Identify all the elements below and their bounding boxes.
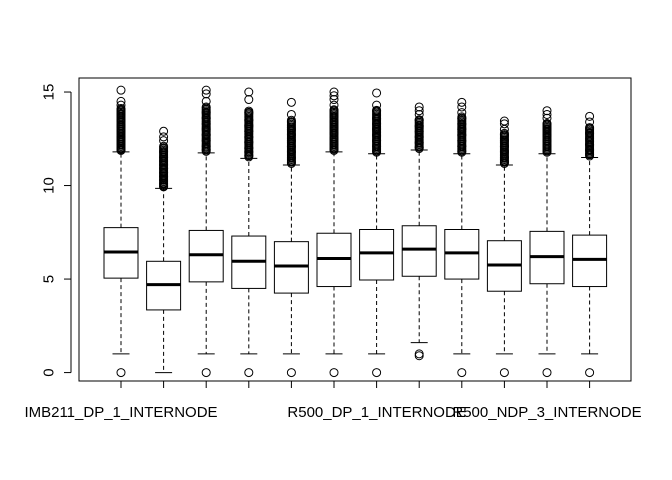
outlier-point	[329, 368, 339, 378]
outlier-point	[159, 126, 169, 136]
x-tick-label: R500_DP_1_INTERNODE	[287, 404, 465, 421]
outlier-point	[159, 132, 169, 142]
outlier-point	[329, 95, 339, 105]
box-8	[401, 102, 437, 361]
outlier-point	[542, 106, 552, 116]
box-5	[273, 97, 309, 378]
outlier-point	[414, 349, 424, 359]
outlier-point	[542, 118, 552, 128]
box-4	[231, 87, 267, 378]
outlier-point	[414, 351, 424, 361]
outlier-point	[457, 368, 467, 378]
boxes-layer	[103, 85, 608, 378]
outlier-point	[457, 102, 467, 112]
box-1	[103, 85, 139, 378]
box-10	[486, 116, 522, 378]
outlier-point	[372, 368, 382, 378]
outlier-point	[244, 368, 254, 378]
box-9	[444, 97, 480, 378]
outlier-point	[542, 368, 552, 378]
outlier-point	[499, 128, 509, 138]
box-3	[188, 85, 224, 378]
x-axis: IMB211_DP_1_INTERNODE R500_DP_1_INTERNODE…	[24, 380, 642, 421]
outlier-point	[244, 95, 254, 105]
outlier-point	[159, 143, 169, 153]
box-6	[316, 87, 352, 378]
outlier-point	[414, 106, 424, 116]
box-12	[572, 111, 608, 378]
outlier-point	[585, 124, 595, 133]
outlier-point	[116, 100, 126, 110]
outlier-point	[286, 115, 296, 125]
outlier-point	[286, 368, 296, 378]
outlier-point	[116, 368, 126, 378]
outlier-point	[201, 89, 211, 99]
outlier-point	[542, 109, 552, 119]
box-7	[359, 88, 395, 378]
box-11	[529, 106, 565, 378]
outlier-point	[372, 105, 382, 115]
outlier-point	[244, 106, 254, 116]
outlier-point	[457, 97, 467, 107]
x-tick-label: R500_NDP_3_INTERNODE	[452, 404, 641, 421]
box-2	[146, 126, 182, 374]
y-tick-label: 10	[41, 177, 58, 194]
outlier-point	[414, 115, 424, 125]
outlier-point	[329, 105, 339, 115]
outlier-point	[585, 368, 595, 378]
outlier-point	[116, 85, 126, 95]
y-tick-label: 5	[41, 275, 58, 283]
outlier-point	[329, 91, 339, 101]
y-tick-label: 15	[41, 84, 58, 101]
outlier-point	[414, 102, 424, 112]
outlier-point	[457, 112, 467, 122]
x-tick-label: IMB211_DP_1_INTERNODE	[24, 404, 217, 421]
outlier-point	[499, 116, 509, 126]
outlier-point	[201, 85, 211, 95]
outlier-point	[329, 100, 339, 110]
outlier-point	[499, 119, 509, 129]
box-iqr	[401, 225, 437, 277]
outlier-point	[329, 87, 339, 97]
y-tick-label: 0	[41, 368, 58, 376]
outlier-point	[201, 368, 211, 378]
outlier-point	[116, 103, 126, 113]
outlier-point	[201, 103, 211, 113]
outlier-point	[244, 87, 254, 97]
outlier-point	[499, 368, 509, 378]
outlier-point	[286, 97, 296, 107]
y-axis: 0 5 10 15	[41, 84, 72, 377]
outlier-point	[372, 88, 382, 98]
outlier-point	[585, 111, 595, 121]
box-iqr	[359, 229, 395, 281]
